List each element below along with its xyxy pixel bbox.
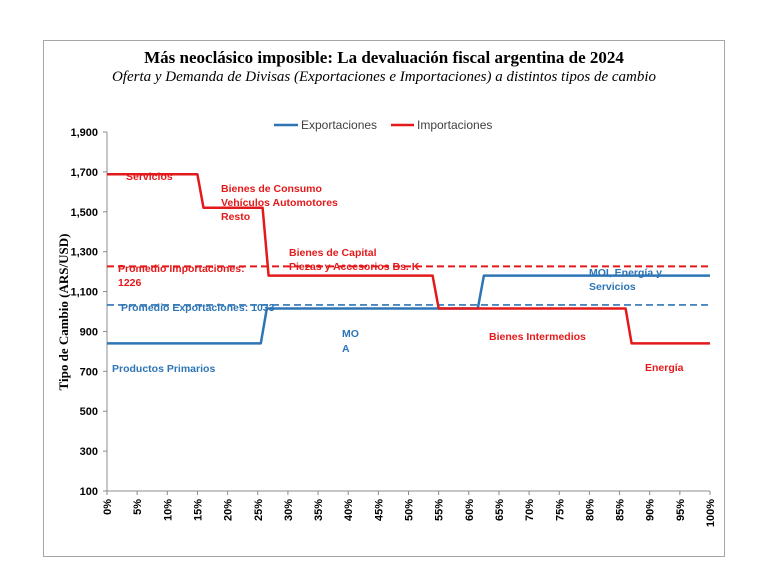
note-consumo-2: Vehículos Automotores <box>221 197 338 209</box>
y-tick-label: 1,500 <box>70 207 98 219</box>
note-moi-1: MOI, Energía y <box>589 267 662 279</box>
note-prom-import-2: 1226 <box>118 277 142 289</box>
x-tick-label: 0% <box>102 499 114 515</box>
note-moa-1: MO <box>342 328 359 340</box>
legend-label-importaciones: Importaciones <box>417 118 492 132</box>
note-prom-import-1: Promedio Importaciones: <box>118 263 245 275</box>
x-tick-label: 5% <box>132 499 144 515</box>
x-tick-label: 50% <box>404 499 416 521</box>
y-tick-label: 700 <box>80 366 98 378</box>
axes: 100 300 500 700 900 1,100 1,300 1,500 1,700 1,900… <box>70 127 717 527</box>
y-tick-label: 500 <box>80 406 98 418</box>
note-energia: Energía <box>645 362 684 374</box>
chart-title: Más neoclásico imposible: La devaluación… <box>144 48 624 67</box>
chart-frame <box>43 40 725 557</box>
x-tick-label: 80% <box>584 499 596 521</box>
x-tick-label: 65% <box>494 499 506 521</box>
note-intermedios: Bienes Intermedios <box>489 331 586 343</box>
x-tick-label: 90% <box>645 499 657 521</box>
y-tick-label: 300 <box>80 446 98 458</box>
x-tick-label: 30% <box>283 499 295 521</box>
x-tick-label: 60% <box>464 499 476 521</box>
x-tick-label: 25% <box>253 499 265 521</box>
x-tick-label: 35% <box>313 499 325 521</box>
y-tick-label: 100 <box>80 486 98 498</box>
y-axis-label: Tipo de Cambio (ARS/USD) <box>56 234 71 391</box>
x-tick-label: 100% <box>705 499 717 527</box>
series-lines <box>107 173 710 345</box>
x-tick-label: 15% <box>192 499 204 521</box>
series-line-exportaciones <box>107 274 710 345</box>
chart-subtitle: Oferta y Demanda de Divisas (Exportacion… <box>111 69 657 85</box>
y-tick-label: 1,300 <box>70 247 98 259</box>
x-tick-label: 75% <box>554 499 566 521</box>
note-moa-2: A <box>342 343 350 355</box>
x-tick-label: 20% <box>223 499 235 521</box>
x-tick-label: 55% <box>434 499 446 521</box>
note-consumo-3: Resto <box>221 211 250 223</box>
note-moi-2: Servicios <box>589 281 636 293</box>
x-tick-label: 85% <box>615 499 627 521</box>
note-primarios: Productos Primarios <box>112 363 215 375</box>
x-tick-label: 70% <box>524 499 536 521</box>
note-capital-2: Piezas y Accesorios Bs. K <box>289 261 420 273</box>
average-lines <box>107 265 710 306</box>
legend-label-exportaciones: Exportaciones <box>301 118 377 132</box>
y-tick-label: 900 <box>80 326 98 338</box>
note-consumo-1: Bienes de Consumo <box>221 183 322 195</box>
annotations: Servicios Bienes de Consumo Vehículos Au… <box>112 171 684 375</box>
note-servicios: Servicios <box>126 171 173 183</box>
x-tick-label: 10% <box>162 499 174 521</box>
legend: Exportaciones Importaciones <box>274 118 492 132</box>
note-capital-1: Bienes de Capital <box>289 247 377 259</box>
note-prom-export: Promedio Exportaciones: 1033 <box>121 302 275 314</box>
y-tick-label: 1,900 <box>70 127 98 139</box>
y-tick-label: 1,100 <box>70 287 98 299</box>
y-tick-label: 1,700 <box>70 167 98 179</box>
x-tick-label: 40% <box>343 499 355 521</box>
x-tick-label: 45% <box>373 499 385 521</box>
x-tick-label: 95% <box>675 499 687 521</box>
series-line-importaciones <box>107 173 710 345</box>
